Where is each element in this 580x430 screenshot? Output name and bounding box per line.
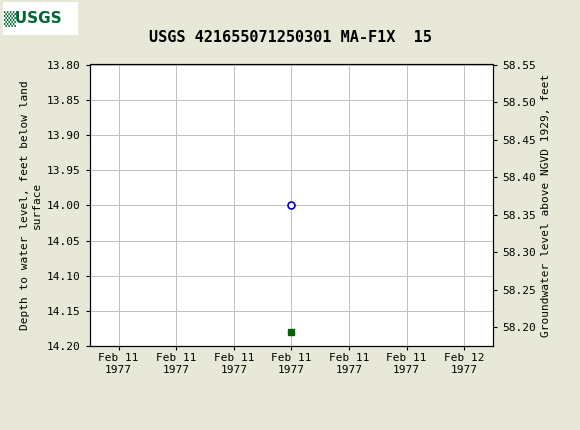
Y-axis label: Groundwater level above NGVD 1929, feet: Groundwater level above NGVD 1929, feet <box>541 74 552 337</box>
Y-axis label: Depth to water level, feet below land
surface: Depth to water level, feet below land su… <box>20 80 42 330</box>
Bar <box>3 2 78 35</box>
Text: ▒USGS: ▒USGS <box>3 10 61 26</box>
Legend: Period of approved data: Period of approved data <box>194 429 389 430</box>
Text: USGS 421655071250301 MA-F1X  15: USGS 421655071250301 MA-F1X 15 <box>148 30 432 45</box>
